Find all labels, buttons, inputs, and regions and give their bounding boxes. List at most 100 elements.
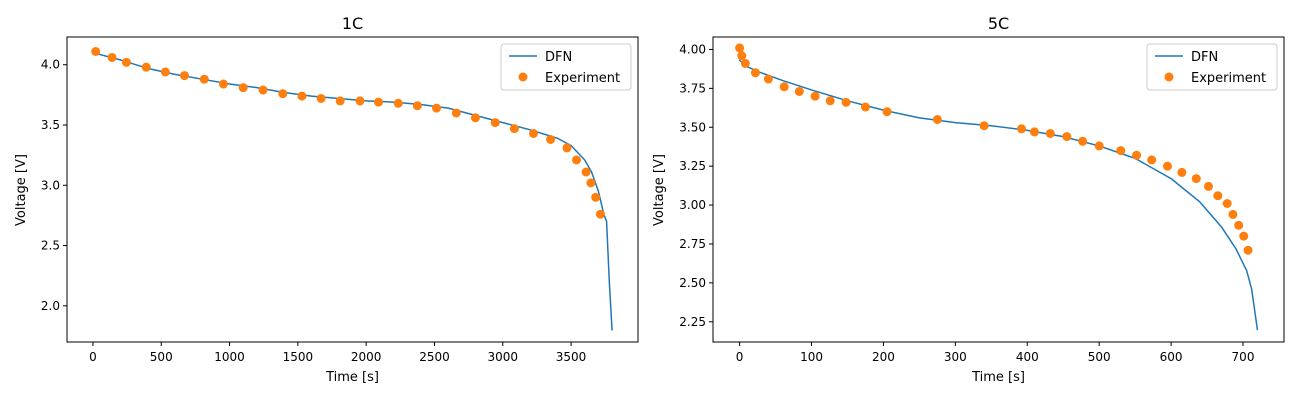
panel-1c-experiment-point xyxy=(412,101,422,111)
panel-1c-experiment-point xyxy=(581,167,591,177)
panel-1c-experiment-point xyxy=(278,89,288,99)
panel-5c-experiment-point xyxy=(825,96,835,106)
panel-5c-y-tick-label: 2.25 xyxy=(679,315,706,329)
panel-5c-y-tick-label: 3.00 xyxy=(679,198,706,212)
panel-5c-experiment-point xyxy=(841,97,851,107)
panel-5c-dfn-line xyxy=(738,59,1259,331)
panel-5c-experiment-point xyxy=(1094,141,1104,151)
panel-1c: 1C 0 500 1000 1500 2000 2500 3000 3500 2.0 2.5 3.0… xyxy=(14,14,639,385)
panel-1c-title: 1C xyxy=(342,14,363,33)
panel-5c-experiment-point xyxy=(1239,231,1249,241)
panel-5c-x-tick-label: 200 xyxy=(872,350,895,364)
panel-1c-experiment-point xyxy=(490,118,500,128)
panel-5c-x-tick-label: 700 xyxy=(1232,350,1255,364)
panel-1c-experiment-point xyxy=(107,52,117,62)
panel-5c-experiment-point xyxy=(1162,161,1172,171)
panel-5c-legend: DFN Experiment xyxy=(1146,43,1278,91)
panel-5c-experiment-point xyxy=(763,74,773,84)
panel-1c-y-tick-label: 2.5 xyxy=(41,239,60,253)
panel-5c-experiment-point xyxy=(1234,220,1244,230)
panel-5c-y-tick-label: 4.00 xyxy=(679,42,706,56)
panel-1c-y-tick-label: 3.5 xyxy=(41,118,60,132)
panel-1c-plot-area: 0 500 1000 1500 2000 2500 3000 3500 2.0 2.5 3.0 3.5… xyxy=(41,36,639,364)
panel-1c-experiment-point xyxy=(470,113,480,123)
panel-5c-experiment-point xyxy=(860,102,870,112)
panel-1c-experiment-point xyxy=(141,62,151,72)
panel-1c-axes-frame xyxy=(66,36,639,343)
panel-5c-x-tick-label: 400 xyxy=(1016,350,1039,364)
panel-5c-legend-experiment-swatch xyxy=(1164,72,1174,82)
panel-5c-experiment-point xyxy=(794,86,804,96)
panel-1c-experiment-point xyxy=(373,97,383,107)
panel-1c-experiment-point xyxy=(91,46,101,56)
panel-5c-y-axis-label: Voltage [V] xyxy=(652,154,667,226)
panel-1c-x-tick-label: 1500 xyxy=(283,350,314,364)
panel-5c-experiment-point xyxy=(810,91,820,101)
panel-5c-y-tick-label: 2.50 xyxy=(679,276,706,290)
panel-5c-experiment-point xyxy=(1132,150,1142,160)
panel-1c-experiment-point xyxy=(562,143,572,153)
panel-5c-y-tick-label: 3.25 xyxy=(679,159,706,173)
panel-1c-experiment-point xyxy=(199,74,209,84)
panel-1c-experiment-point xyxy=(121,57,131,67)
panel-5c-experiment-point xyxy=(979,121,989,131)
panel-5c-x-tick-label: 0 xyxy=(736,350,744,364)
panel-5c-x-tick-label: 300 xyxy=(944,350,967,364)
panel-5c-y-tick-label: 3.50 xyxy=(679,120,706,134)
panel-5c-experiment-point xyxy=(1045,128,1055,138)
panel-5c: 5C 0 100 200 300 400 500 600 700 2.25 2.50 2.75 3.0… xyxy=(652,14,1285,385)
panel-1c-experiment-point xyxy=(179,71,189,81)
panel-5c-experiment-point xyxy=(1213,191,1223,201)
panel-1c-experiment-point xyxy=(238,83,248,93)
panel-1c-x-axis-label: Time [s] xyxy=(325,370,379,385)
panel-1c-x-tick-label: 0 xyxy=(89,350,97,364)
panel-1c-experiment-point xyxy=(546,134,556,144)
panel-1c-experiment-point xyxy=(595,209,605,219)
panel-5c-experiment-point xyxy=(1243,245,1253,255)
panel-5c-experiment-point xyxy=(750,68,760,78)
panel-5c-experiment-point xyxy=(1222,199,1232,209)
panel-5c-experiment-point xyxy=(740,58,750,68)
panel-1c-experiment-point xyxy=(218,79,228,89)
panel-5c-legend-dfn-label: DFN xyxy=(1191,50,1218,65)
panel-5c-experiment-point xyxy=(779,82,789,92)
panel-1c-experiment-point xyxy=(432,103,442,113)
panel-1c-experiment-point xyxy=(591,192,601,202)
panel-5c-legend-experiment-label: Experiment xyxy=(1191,71,1266,86)
panel-5c-experiment-point xyxy=(1078,136,1088,146)
panel-5c-plot-area: 0 100 200 300 400 500 600 700 2.25 2.50 2.75 3.00 3.… xyxy=(679,36,1285,364)
panel-1c-y-axis-label: Voltage [V] xyxy=(14,154,29,226)
panel-5c-experiment-point xyxy=(1191,174,1201,184)
panel-1c-y-tick-label: 2.0 xyxy=(41,299,60,313)
panel-1c-experiment-point xyxy=(393,98,403,108)
panel-5c-experiment-point xyxy=(735,43,745,53)
panel-5c-x-tick-label: 600 xyxy=(1160,350,1183,364)
panel-1c-legend-dfn-label: DFN xyxy=(545,50,572,65)
panel-1c-experiment-point xyxy=(316,93,326,103)
panel-5c-axes-frame xyxy=(712,36,1285,343)
panel-1c-experiment-point xyxy=(451,108,461,118)
panel-1c-experiment-point xyxy=(335,96,345,106)
panel-1c-experiment-point xyxy=(297,91,307,101)
panel-5c-experiment-point xyxy=(1116,146,1126,156)
panel-1c-x-tick-label: 500 xyxy=(150,350,173,364)
panel-5c-experiment-point xyxy=(1203,181,1213,191)
panel-1c-y-tick-label: 3.0 xyxy=(41,178,60,192)
panel-1c-legend-experiment-swatch xyxy=(518,72,528,82)
panel-5c-experiment-point xyxy=(1228,209,1238,219)
panel-1c-x-tick-label: 3000 xyxy=(487,350,518,364)
panel-1c-x-tick-label: 3500 xyxy=(556,350,587,364)
panel-1c-legend: DFN Experiment xyxy=(500,43,632,91)
panel-5c-y-tick-label: 3.75 xyxy=(679,81,706,95)
panel-1c-legend-experiment-label: Experiment xyxy=(545,71,620,86)
panel-1c-experiment-point xyxy=(160,67,170,77)
panel-5c-experiment-point xyxy=(1029,127,1039,137)
panel-5c-x-axis-label: Time [s] xyxy=(971,370,1025,385)
panel-5c-experiment-point xyxy=(1062,132,1072,142)
panel-5c-title: 5C xyxy=(988,14,1009,33)
panel-1c-x-tick-label: 1000 xyxy=(214,350,245,364)
panel-1c-experiment-point xyxy=(258,85,268,95)
panel-5c-experiment-point xyxy=(1147,155,1157,165)
